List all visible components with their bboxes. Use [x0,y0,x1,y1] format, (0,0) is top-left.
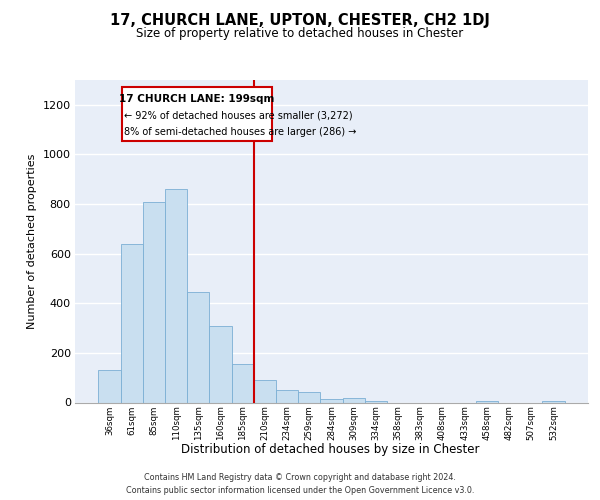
Text: Size of property relative to detached houses in Chester: Size of property relative to detached ho… [136,28,464,40]
Text: 8% of semi-detached houses are larger (286) →: 8% of semi-detached houses are larger (2… [124,127,356,137]
Text: Contains public sector information licensed under the Open Government Licence v3: Contains public sector information licen… [126,486,474,495]
Bar [209,326,232,402]
Bar [276,390,298,402]
Bar [143,202,165,402]
Bar [232,364,254,403]
Text: ← 92% of detached houses are smaller (3,272): ← 92% of detached houses are smaller (3,… [124,110,353,120]
Bar [98,370,121,402]
FancyBboxPatch shape [122,88,272,141]
Bar [320,399,343,402]
Bar [187,292,209,403]
Bar [121,244,143,402]
Text: Contains HM Land Registry data © Crown copyright and database right 2024.: Contains HM Land Registry data © Crown c… [144,472,456,482]
Y-axis label: Number of detached properties: Number of detached properties [27,154,37,329]
Bar [165,189,187,402]
Bar [343,398,365,402]
Text: 17, CHURCH LANE, UPTON, CHESTER, CH2 1DJ: 17, CHURCH LANE, UPTON, CHESTER, CH2 1DJ [110,12,490,28]
Text: Distribution of detached houses by size in Chester: Distribution of detached houses by size … [181,442,479,456]
Text: 17 CHURCH LANE: 199sqm: 17 CHURCH LANE: 199sqm [119,94,274,104]
Bar [298,392,320,402]
Bar [254,380,276,402]
